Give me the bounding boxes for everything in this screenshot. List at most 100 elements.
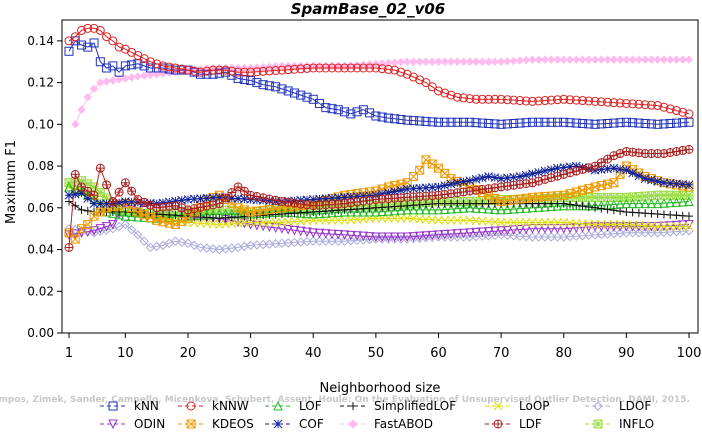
point-marker <box>108 219 118 230</box>
point-marker <box>534 96 544 106</box>
point-marker <box>402 57 412 66</box>
point-marker <box>609 220 619 229</box>
point-marker <box>433 230 444 241</box>
point-marker <box>527 117 537 127</box>
point-marker <box>521 203 531 213</box>
series-line <box>68 159 690 240</box>
point-marker <box>609 118 619 128</box>
point-marker <box>603 118 613 128</box>
point-marker <box>271 82 281 92</box>
point-marker <box>490 119 500 129</box>
x-tick-label: 30 <box>242 346 259 361</box>
point-marker <box>533 202 544 212</box>
point-marker <box>340 193 349 202</box>
point-marker <box>578 55 587 64</box>
point-marker <box>340 63 350 73</box>
point-marker <box>102 180 112 190</box>
point-marker <box>515 172 525 181</box>
point-marker <box>214 65 224 75</box>
point-marker <box>270 223 281 233</box>
point-marker <box>546 232 556 242</box>
point-marker <box>452 232 462 242</box>
point-marker <box>565 162 575 172</box>
point-marker <box>83 186 93 196</box>
point-marker <box>364 232 375 242</box>
point-marker <box>521 170 531 180</box>
point-marker <box>616 207 625 216</box>
point-marker <box>672 179 681 189</box>
point-marker <box>583 222 594 233</box>
point-marker <box>540 201 550 212</box>
series-fastabod <box>71 55 694 129</box>
point-marker <box>534 117 544 127</box>
point-marker <box>95 57 105 67</box>
point-marker <box>252 78 262 88</box>
point-marker <box>358 231 369 242</box>
point-marker <box>208 200 218 210</box>
point-marker <box>383 64 393 74</box>
point-marker <box>496 94 506 104</box>
point-marker <box>677 196 688 207</box>
point-marker <box>83 194 93 203</box>
legend-label: LOF <box>299 399 322 413</box>
point-marker <box>490 57 500 66</box>
point-marker <box>320 229 331 239</box>
point-marker <box>302 92 312 102</box>
point-marker <box>364 206 375 217</box>
point-marker <box>346 109 356 119</box>
point-marker <box>452 117 462 127</box>
point-marker <box>133 194 143 204</box>
legend-item-inflo: INFLO <box>585 417 654 431</box>
point-marker <box>89 23 99 33</box>
point-marker <box>333 207 344 217</box>
plot-frame <box>61 19 699 334</box>
point-marker <box>408 232 419 242</box>
point-marker <box>433 190 443 200</box>
point-marker <box>446 90 456 100</box>
legend-label: KDEOS <box>212 417 254 431</box>
point-marker <box>415 165 425 175</box>
point-marker <box>603 205 612 214</box>
point-marker <box>684 144 694 154</box>
point-marker <box>465 57 475 66</box>
point-marker <box>490 204 500 214</box>
point-marker <box>158 63 168 73</box>
point-marker <box>314 228 325 239</box>
point-marker <box>477 227 488 238</box>
point-marker <box>446 179 456 189</box>
point-marker <box>396 234 406 244</box>
point-marker <box>640 228 650 238</box>
point-marker <box>434 57 443 66</box>
point-marker <box>271 218 281 227</box>
point-marker <box>572 201 581 210</box>
point-marker <box>596 97 606 107</box>
point-marker <box>415 75 425 85</box>
point-marker <box>133 72 143 81</box>
point-marker <box>596 119 606 129</box>
point-marker <box>496 230 506 240</box>
point-marker <box>302 195 312 205</box>
point-marker <box>634 99 644 109</box>
point-marker <box>427 230 438 241</box>
point-marker <box>377 206 387 217</box>
point-marker <box>346 192 356 202</box>
point-marker <box>493 401 503 411</box>
point-marker <box>628 55 637 64</box>
point-marker <box>352 63 362 73</box>
point-marker <box>170 201 180 211</box>
point-marker <box>114 198 124 207</box>
point-marker <box>590 119 600 129</box>
point-marker <box>396 213 406 223</box>
point-marker <box>590 55 600 64</box>
point-marker <box>565 95 575 105</box>
point-marker <box>415 116 425 126</box>
point-marker <box>421 78 431 88</box>
point-marker <box>521 96 531 106</box>
point-marker <box>277 224 287 234</box>
point-marker <box>120 178 130 188</box>
point-marker <box>678 118 688 128</box>
point-marker <box>414 231 425 242</box>
point-marker <box>77 40 87 50</box>
